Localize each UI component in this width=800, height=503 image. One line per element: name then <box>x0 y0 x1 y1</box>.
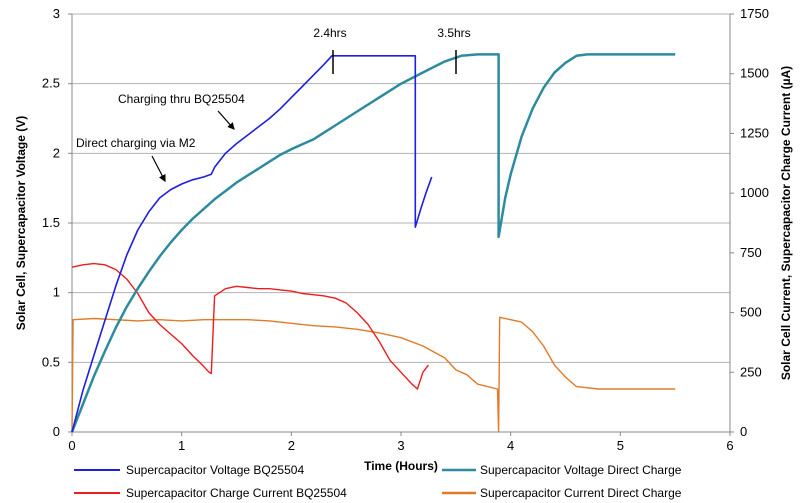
x-tick-label: 0 <box>68 438 75 453</box>
y-left-tick-label: 2 <box>53 145 60 160</box>
y-left-tick-label: 3 <box>53 6 60 21</box>
series-line-supercapacitor-charge-current-bq25504 <box>71 262 429 390</box>
y-right-tick-label: 500 <box>740 305 762 320</box>
annotation-2-4hrs: 2.4hrs <box>313 26 346 40</box>
x-tick-label: 3 <box>397 438 404 453</box>
legend-label-current-direct: Supercapacitor Current Direct Charge <box>480 486 682 500</box>
legend-label-voltage-bq25504: Supercapacitor Voltage BQ25504 <box>126 463 304 477</box>
y-right-tick-label: 750 <box>740 245 762 260</box>
annotation-3-5hrs: 3.5hrs <box>437 26 470 40</box>
ticks: 0 0.5 1 1.5 2 2.5 3 0 250 500 750 1000 1250 1500 1750 0… <box>42 6 769 453</box>
series-line-supercapacitor-voltage-bq25504 <box>71 55 433 433</box>
annotation-direct-charging-via-m2: Direct charging via M2 <box>76 136 196 150</box>
y-right-tick-label: 1750 <box>740 6 769 21</box>
x-tick-label: 1 <box>178 438 185 453</box>
y-left-tick-label: 1.5 <box>42 215 60 230</box>
y-left-tick-label: 1 <box>53 285 60 300</box>
legend-item-current-direct: Supercapacitor Current Direct Charge <box>442 486 682 500</box>
legend-item-voltage-direct: Supercapacitor Voltage Direct Charge <box>442 463 682 477</box>
x-axis-title: Time (Hours) <box>364 459 438 473</box>
series <box>70 53 676 433</box>
x-tick-label: 5 <box>617 438 624 453</box>
legend-label-current-bq25504: Supercapacitor Charge Current BQ25504 <box>126 486 347 500</box>
x-tick-label: 6 <box>726 438 733 453</box>
y-right-tick-label: 250 <box>740 364 762 379</box>
annotation-charging-thru-bq25504: Charging thru BQ25504 <box>118 92 245 106</box>
annotation-direct-arrow <box>151 155 166 183</box>
y-left-tick-label: 0.5 <box>42 354 60 369</box>
legend-item-voltage-bq25504: Supercapacitor Voltage BQ25504 <box>74 463 304 477</box>
annotation-charging-arrow <box>217 110 235 130</box>
y-left-tick-label: 0 <box>53 424 60 439</box>
series-line-supercapacitor-voltage-direct-charge <box>70 53 676 433</box>
x-tick-label: 4 <box>507 438 514 453</box>
y-right-tick-label: 1000 <box>740 185 769 200</box>
y-axis-right-title: Solar Cell Current, Supercapacitor Charg… <box>779 66 793 380</box>
y-right-tick-label: 0 <box>740 424 747 439</box>
legend: Supercapacitor Voltage BQ25504 Supercapa… <box>74 463 682 500</box>
legend-item-current-bq25504: Supercapacitor Charge Current BQ25504 <box>74 486 347 500</box>
y-right-tick-label: 1250 <box>740 125 769 140</box>
y-left-tick-label: 2.5 <box>42 76 60 91</box>
x-tick-label: 2 <box>288 438 295 453</box>
legend-label-voltage-direct: Supercapacitor Voltage Direct Charge <box>480 463 682 477</box>
annotations: 2.4hrs 3.5hrs Charging thru BQ25504 Dire… <box>76 26 471 183</box>
series-line-supercapacitor-current-direct-charge <box>71 316 676 433</box>
y-right-tick-label: 1500 <box>740 66 769 81</box>
y-axis-left-title: Solar Cell, Supercapacitor Voltage (V) <box>14 116 28 331</box>
